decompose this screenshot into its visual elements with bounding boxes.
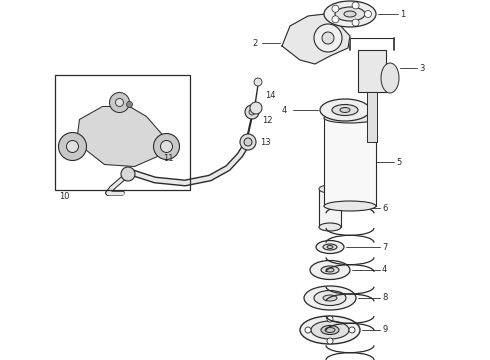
Circle shape [327, 316, 333, 322]
Bar [324, 118, 376, 206]
Circle shape [365, 10, 371, 18]
Circle shape [240, 134, 256, 150]
Ellipse shape [340, 108, 350, 112]
Ellipse shape [381, 63, 399, 93]
Bar [55, 75, 190, 190]
Circle shape [327, 338, 333, 344]
Ellipse shape [310, 261, 350, 279]
Ellipse shape [323, 244, 337, 250]
Bar [319, 189, 341, 227]
Ellipse shape [314, 291, 346, 306]
Circle shape [349, 327, 355, 333]
Text: 5: 5 [396, 158, 401, 166]
Ellipse shape [324, 1, 376, 27]
Text: 10: 10 [59, 192, 70, 201]
Text: 1: 1 [400, 9, 405, 18]
Circle shape [250, 102, 262, 114]
Circle shape [332, 5, 339, 12]
Polygon shape [282, 14, 350, 64]
Text: 14: 14 [265, 90, 275, 99]
Circle shape [121, 167, 135, 181]
Bar [367, 92, 377, 142]
Text: 13: 13 [260, 138, 270, 147]
Ellipse shape [327, 246, 333, 248]
Circle shape [153, 134, 179, 159]
Circle shape [305, 327, 311, 333]
Ellipse shape [332, 104, 358, 116]
Circle shape [67, 140, 78, 153]
Circle shape [58, 132, 87, 161]
Circle shape [249, 109, 255, 115]
Circle shape [352, 19, 359, 26]
Ellipse shape [324, 201, 376, 211]
Text: 2: 2 [253, 39, 258, 48]
Text: 11: 11 [163, 153, 173, 162]
Ellipse shape [335, 7, 365, 21]
Circle shape [314, 24, 342, 52]
Ellipse shape [300, 316, 360, 344]
Bar [358, 50, 386, 92]
Text: 9: 9 [382, 325, 387, 334]
Text: 4: 4 [382, 266, 387, 275]
Text: 12: 12 [262, 116, 272, 125]
Circle shape [126, 102, 132, 108]
Circle shape [254, 78, 262, 86]
Polygon shape [76, 107, 167, 166]
Ellipse shape [323, 295, 337, 301]
Ellipse shape [319, 223, 341, 231]
Ellipse shape [325, 328, 335, 333]
Circle shape [352, 2, 359, 9]
Ellipse shape [324, 113, 376, 123]
Ellipse shape [321, 266, 339, 274]
Ellipse shape [344, 11, 356, 17]
Ellipse shape [326, 268, 334, 272]
Circle shape [244, 138, 252, 146]
Ellipse shape [320, 99, 370, 121]
Ellipse shape [319, 185, 341, 193]
Text: 8: 8 [382, 293, 388, 302]
Ellipse shape [316, 240, 344, 253]
Circle shape [109, 93, 129, 113]
Circle shape [116, 99, 123, 107]
Circle shape [245, 105, 259, 119]
Text: 4: 4 [282, 105, 287, 114]
Text: 7: 7 [382, 243, 388, 252]
Text: 6: 6 [382, 203, 388, 212]
Ellipse shape [321, 325, 339, 334]
Ellipse shape [304, 286, 356, 310]
Circle shape [161, 140, 172, 153]
Circle shape [322, 32, 334, 44]
Ellipse shape [311, 321, 349, 339]
Circle shape [332, 16, 339, 23]
Text: 3: 3 [419, 63, 424, 72]
